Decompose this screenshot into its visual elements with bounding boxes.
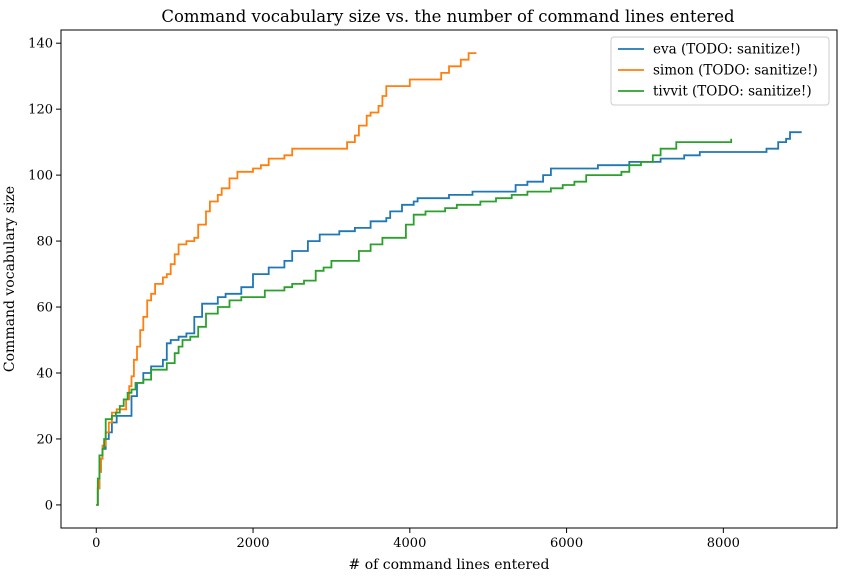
x-tick-label: 4000 <box>393 536 426 551</box>
plot-area: 0 2000 4000 6000 8000 0 20 40 60 80 100 120 140 <box>28 29 838 551</box>
y-tick-label: 100 <box>28 169 53 184</box>
y-axis-label: Command vocabulary size <box>2 186 18 372</box>
y-tick-label: 140 <box>28 37 53 52</box>
legend: eva (TODO: sanitize!) simon (TODO: saniti… <box>610 36 830 106</box>
y-tick-label: 80 <box>36 235 53 250</box>
y-axis-ticks: 0 20 40 60 80 100 120 140 <box>28 37 61 513</box>
x-axis-ticks: 0 2000 4000 6000 8000 <box>92 528 740 551</box>
chart-title: Command vocabulary size vs. the number o… <box>161 7 735 26</box>
legend-label-2: tivvit (TODO: sanitize!) <box>653 84 812 100</box>
series-layer <box>96 52 802 506</box>
x-tick-label: 0 <box>92 536 100 551</box>
series-line-2 <box>96 138 733 506</box>
x-axis-label: # of command lines entered <box>349 557 550 573</box>
x-tick-label: 8000 <box>707 536 740 551</box>
plot-frame <box>60 29 838 529</box>
y-tick-label: 20 <box>36 432 53 447</box>
y-tick-label: 120 <box>28 103 53 118</box>
x-tick-label: 6000 <box>550 536 583 551</box>
legend-label-1: simon (TODO: sanitize!) <box>653 63 818 79</box>
y-tick-label: 60 <box>36 301 53 316</box>
y-tick-label: 0 <box>45 498 53 513</box>
y-tick-label: 40 <box>36 366 53 381</box>
legend-box <box>610 36 830 106</box>
series-line-0 <box>96 131 802 506</box>
series-line-1 <box>96 52 477 506</box>
legend-label-0: eva (TODO: sanitize!) <box>653 42 801 58</box>
x-tick-label: 2000 <box>236 536 269 551</box>
